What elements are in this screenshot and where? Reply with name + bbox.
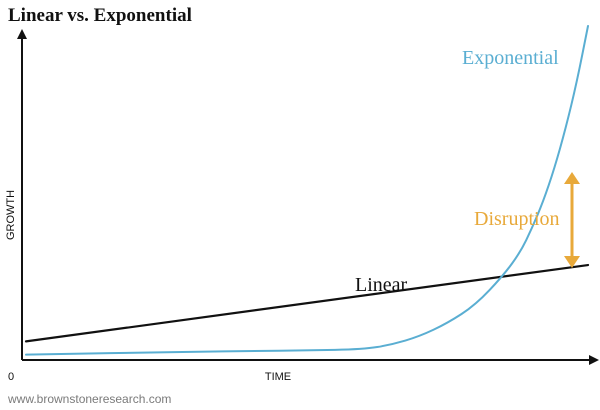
chart-title: Linear vs. Exponential xyxy=(8,5,192,26)
x-axis-arrowhead xyxy=(589,355,599,365)
exponential-series-line xyxy=(25,25,589,356)
origin-label: 0 xyxy=(8,371,14,383)
exponential-series-label: Exponential xyxy=(462,47,559,69)
annotation-layer: Disruption xyxy=(474,172,580,268)
disruption-arrow-bottom-head xyxy=(564,256,580,268)
source-footer: www.brownstoneresearch.com xyxy=(7,392,171,406)
linear-series-line xyxy=(24,263,590,343)
x-axis-label: TIME xyxy=(265,371,291,383)
series-layer: Linear Exponential xyxy=(24,25,590,356)
disruption-arrow-top-head xyxy=(564,172,580,184)
axes xyxy=(17,29,599,365)
linear-series-label: Linear xyxy=(355,274,408,296)
y-axis-label: GROWTH xyxy=(5,190,17,240)
disruption-annotation-label: Disruption xyxy=(474,208,560,230)
y-axis-arrowhead xyxy=(17,29,27,39)
